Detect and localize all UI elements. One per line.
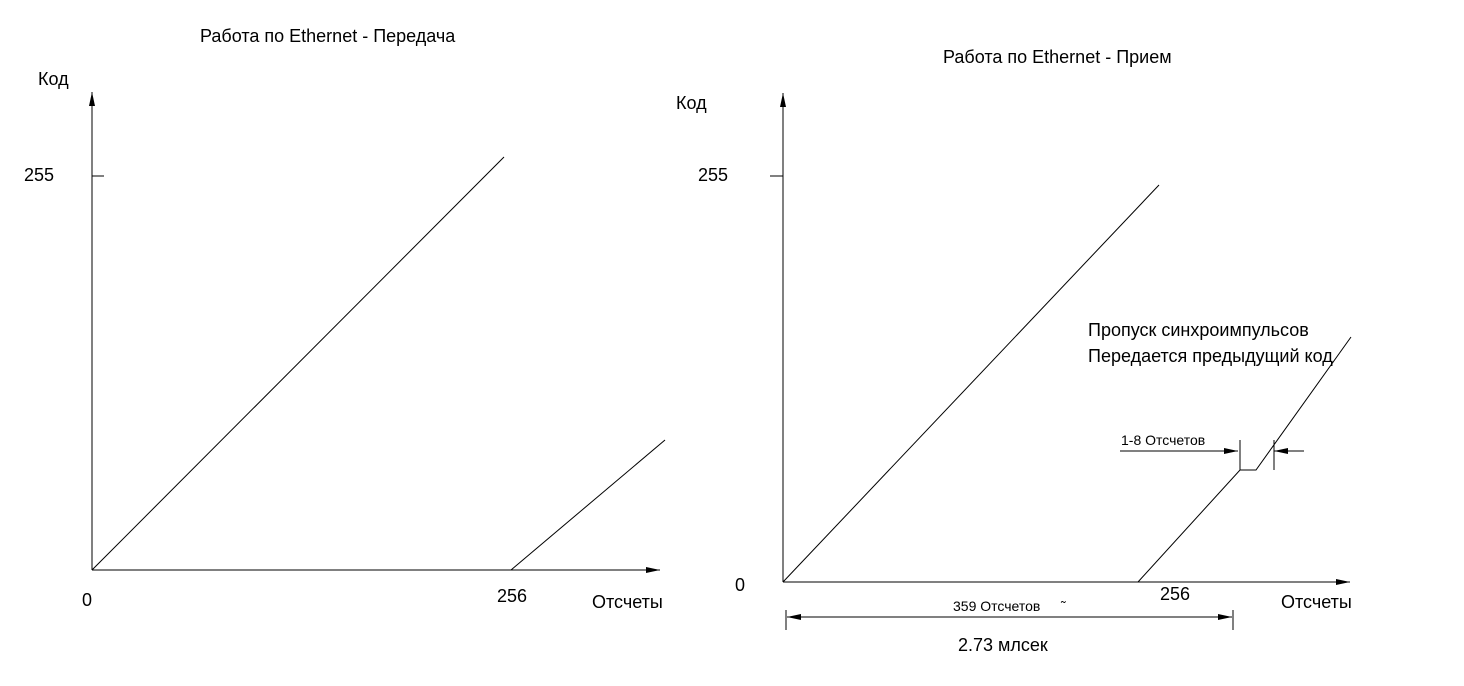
right-origin-label: 0 (735, 575, 745, 595)
annotation-line-2: Передается предыдущий код (1088, 346, 1333, 366)
left-y-tick-255: 255 (24, 165, 54, 185)
right-ramp-1 (782, 184, 1160, 583)
span-mark: ̃ (1060, 600, 1066, 603)
left-y-axis-label: Код (38, 69, 69, 89)
right-panel: Работа по Ethernet - Прием Код 255 0 256… (676, 47, 1352, 655)
left-ramp-1 (91, 156, 505, 571)
left-panel: Работа по Ethernet - Передача Код 255 0 … (24, 26, 666, 612)
span-label: 359 Отсчетов (953, 598, 1040, 614)
annotation-line-1: Пропуск синхроимпульсов (1088, 320, 1309, 340)
left-x-axis-label: Отсчеты (592, 592, 663, 612)
right-x-tick-256: 256 (1160, 584, 1190, 604)
left-title: Работа по Ethernet - Передача (200, 26, 456, 46)
left-x-tick-256: 256 (497, 586, 527, 606)
span-dimension: 359 Отсчетов ̃ 2.73 млсек (785, 598, 1234, 655)
right-y-tick-255: 255 (698, 165, 728, 185)
gap-dimension: 1-8 Отсчетов (1120, 432, 1304, 470)
left-ramp-2 (510, 439, 666, 571)
right-title: Работа по Ethernet - Прием (943, 47, 1172, 67)
right-ramp-2-with-plateau (1137, 336, 1352, 583)
gap-label: 1-8 Отсчетов (1121, 432, 1205, 448)
left-origin-label: 0 (82, 590, 92, 610)
right-x-axis-label: Отсчеты (1281, 592, 1352, 612)
right-y-axis-label: Код (676, 93, 707, 113)
time-label: 2.73 млсек (958, 635, 1048, 655)
